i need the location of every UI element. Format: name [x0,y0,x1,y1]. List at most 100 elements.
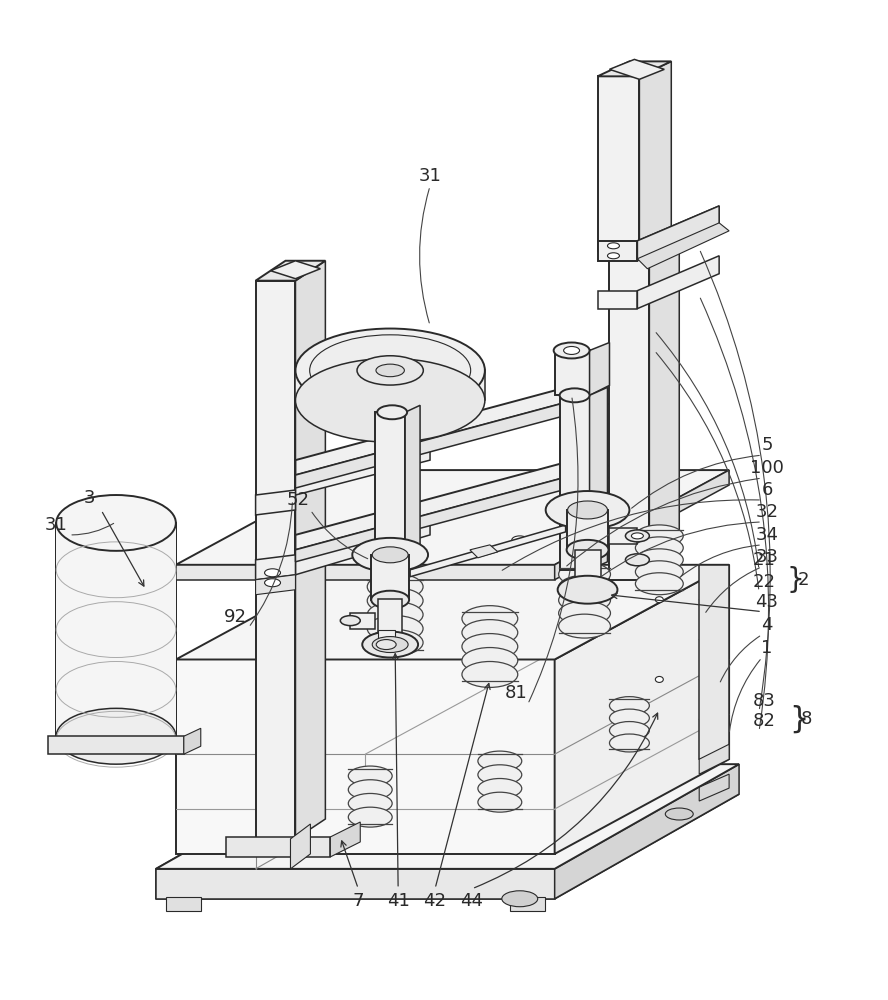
Polygon shape [410,525,566,577]
Ellipse shape [567,501,607,519]
Text: 21: 21 [752,551,775,569]
Text: 41: 41 [386,892,409,910]
Ellipse shape [462,661,518,687]
Polygon shape [296,370,485,400]
Text: 81: 81 [504,684,527,702]
Ellipse shape [636,573,683,595]
Ellipse shape [607,243,620,249]
Polygon shape [330,822,361,857]
Ellipse shape [559,588,610,612]
Polygon shape [555,470,729,580]
Polygon shape [598,241,638,261]
Polygon shape [296,445,630,550]
Ellipse shape [462,648,518,673]
Text: 32: 32 [756,503,779,521]
Ellipse shape [553,342,590,358]
Ellipse shape [567,540,608,560]
Polygon shape [156,764,340,899]
Text: 5: 5 [761,436,773,454]
Polygon shape [609,528,638,544]
Ellipse shape [546,491,630,529]
Text: 3: 3 [83,489,95,507]
Ellipse shape [655,597,663,603]
Text: 33: 33 [756,548,779,566]
Ellipse shape [502,891,538,907]
Polygon shape [226,837,330,857]
Ellipse shape [371,591,409,609]
Ellipse shape [368,574,423,600]
Polygon shape [156,869,555,899]
Ellipse shape [609,697,649,715]
Ellipse shape [340,616,361,626]
Polygon shape [256,261,325,281]
Polygon shape [559,395,590,570]
Ellipse shape [462,606,518,632]
Ellipse shape [478,779,522,798]
Polygon shape [176,659,555,854]
Polygon shape [256,575,296,595]
Ellipse shape [348,780,392,800]
Ellipse shape [377,405,407,419]
Ellipse shape [348,807,392,827]
Text: 43: 43 [756,593,779,611]
Text: }: } [789,705,808,734]
Ellipse shape [636,561,683,583]
Ellipse shape [56,708,176,764]
Polygon shape [256,490,296,515]
Polygon shape [296,385,630,488]
Polygon shape [555,350,590,395]
Polygon shape [598,61,671,76]
Ellipse shape [559,575,610,599]
Text: 6: 6 [761,481,773,499]
Polygon shape [256,555,296,580]
Ellipse shape [636,549,683,571]
Ellipse shape [368,616,423,642]
Ellipse shape [478,765,522,785]
Ellipse shape [353,538,428,572]
Text: 22: 22 [752,573,775,591]
Polygon shape [638,223,729,269]
Polygon shape [598,76,639,251]
Polygon shape [590,387,607,570]
Text: 8: 8 [801,710,813,728]
Ellipse shape [462,634,518,659]
Ellipse shape [372,547,408,563]
Polygon shape [639,61,671,251]
Polygon shape [296,261,325,839]
Polygon shape [296,460,630,562]
Polygon shape [649,236,679,580]
Polygon shape [510,897,544,911]
Ellipse shape [310,335,471,406]
Ellipse shape [559,388,590,402]
Ellipse shape [625,530,649,542]
Polygon shape [590,342,609,395]
Polygon shape [184,728,201,754]
Ellipse shape [478,751,522,771]
Polygon shape [555,764,739,899]
Polygon shape [156,794,739,899]
Ellipse shape [265,569,281,577]
Ellipse shape [665,808,694,820]
Ellipse shape [56,495,176,551]
Polygon shape [555,565,729,854]
Ellipse shape [655,676,663,682]
Text: 2: 2 [798,571,810,589]
Polygon shape [598,291,638,309]
Polygon shape [166,897,201,911]
Ellipse shape [362,632,418,658]
Ellipse shape [368,602,423,628]
Ellipse shape [631,533,644,539]
Ellipse shape [609,734,649,752]
Ellipse shape [564,346,580,354]
Ellipse shape [625,554,649,566]
Text: 1: 1 [761,639,773,657]
Polygon shape [156,764,739,869]
Polygon shape [609,59,664,79]
Text: 92: 92 [224,608,247,626]
Polygon shape [296,520,430,575]
Text: 31: 31 [44,516,67,534]
Ellipse shape [559,601,610,625]
Polygon shape [699,744,729,774]
Polygon shape [378,599,402,645]
Text: 100: 100 [750,459,784,477]
